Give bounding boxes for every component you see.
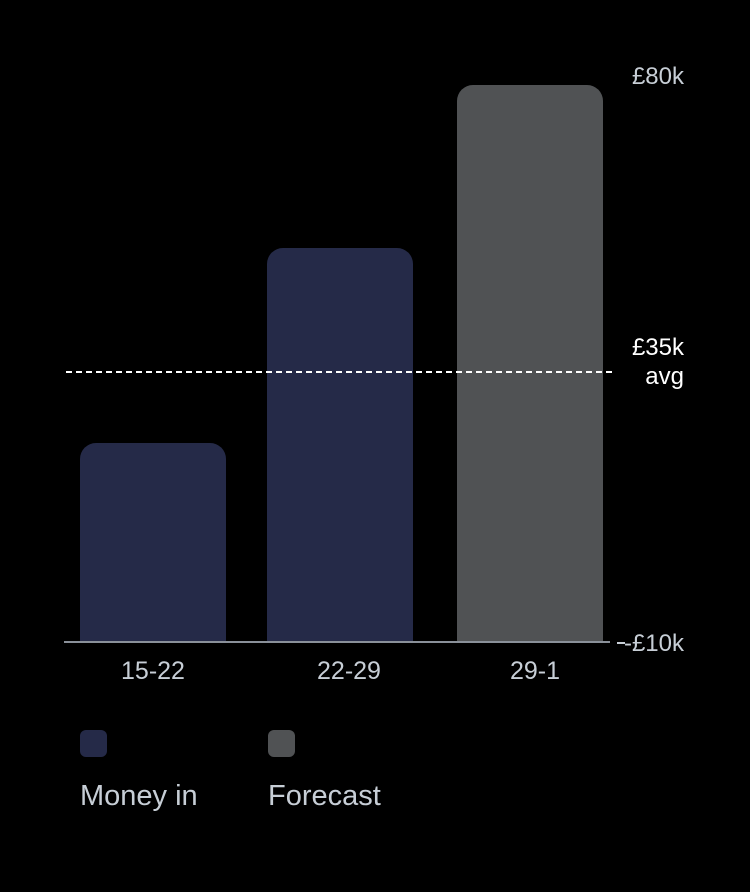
- y-axis-tick: [617, 642, 625, 644]
- y-label-avg-value: £35k: [631, 334, 684, 361]
- legend-swatch-money-in: [80, 730, 107, 757]
- legend-label-forecast: Forecast: [268, 780, 381, 812]
- legend-label-money-in: Money in: [80, 780, 198, 812]
- bar-29-1-forecast[interactable]: [457, 85, 603, 642]
- average-line: [66, 371, 612, 373]
- x-axis-line: [64, 641, 610, 643]
- y-label-bottom: -£10k: [623, 630, 684, 657]
- bar-22-29[interactable]: [267, 248, 413, 642]
- y-label-avg: avg: [645, 363, 684, 390]
- y-label-top: £80k: [631, 63, 684, 90]
- legend-swatch-forecast: [268, 730, 295, 757]
- x-label-15-22: 15-22: [121, 657, 185, 685]
- x-label-29-1: 29-1: [509, 657, 561, 685]
- x-label-22-29: 22-29: [317, 657, 381, 685]
- bar-15-22[interactable]: [80, 443, 226, 642]
